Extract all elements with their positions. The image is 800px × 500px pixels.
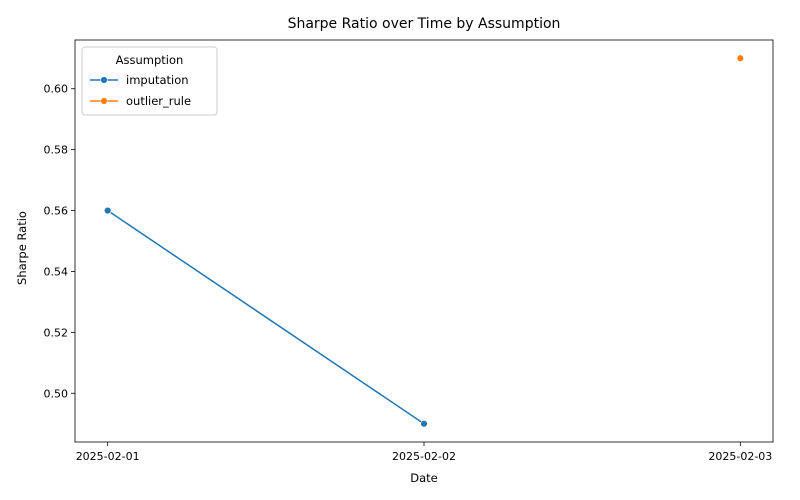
y-tick-label-0: 0.50: [44, 387, 69, 400]
data-point-outlier_rule-0: [736, 54, 745, 62]
y-tick-label-2: 0.54: [44, 265, 69, 278]
x-tick-label-2: 2025-02-03: [708, 450, 772, 463]
legend-label-imputation: imputation: [126, 73, 189, 87]
chart-title: Sharpe Ratio over Time by Assumption: [288, 16, 561, 32]
legend: Assumption imputation outlier_rule: [81, 46, 218, 116]
x-axis-label: Date: [410, 471, 438, 485]
data-point-imputation-1: [420, 420, 428, 428]
y-tick-label-4: 0.58: [44, 144, 69, 157]
legend-title: Assumption: [116, 53, 184, 67]
y-tick-label-5: 0.60: [44, 83, 69, 96]
x-axis: 2025-02-01 2025-02-02 2025-02-03: [76, 442, 772, 463]
legend-label-outlier_rule: outlier_rule: [126, 94, 191, 108]
y-tick-label-3: 0.56: [44, 205, 69, 218]
y-axis: 0.50 0.52 0.54 0.56 0.58 0.60: [44, 83, 75, 400]
y-tick-label-1: 0.52: [44, 326, 69, 339]
series-line-imputation: [107, 209, 425, 425]
y-axis-label: Sharpe Ratio: [15, 211, 29, 285]
data-point-imputation-0: [103, 206, 112, 215]
legend-marker-outlier_rule: [100, 97, 108, 105]
x-tick-label-0: 2025-02-01: [76, 450, 140, 463]
legend-box: [81, 46, 218, 116]
legend-marker-imputation: [100, 76, 108, 84]
x-tick-label-1: 2025-02-02: [392, 450, 456, 463]
